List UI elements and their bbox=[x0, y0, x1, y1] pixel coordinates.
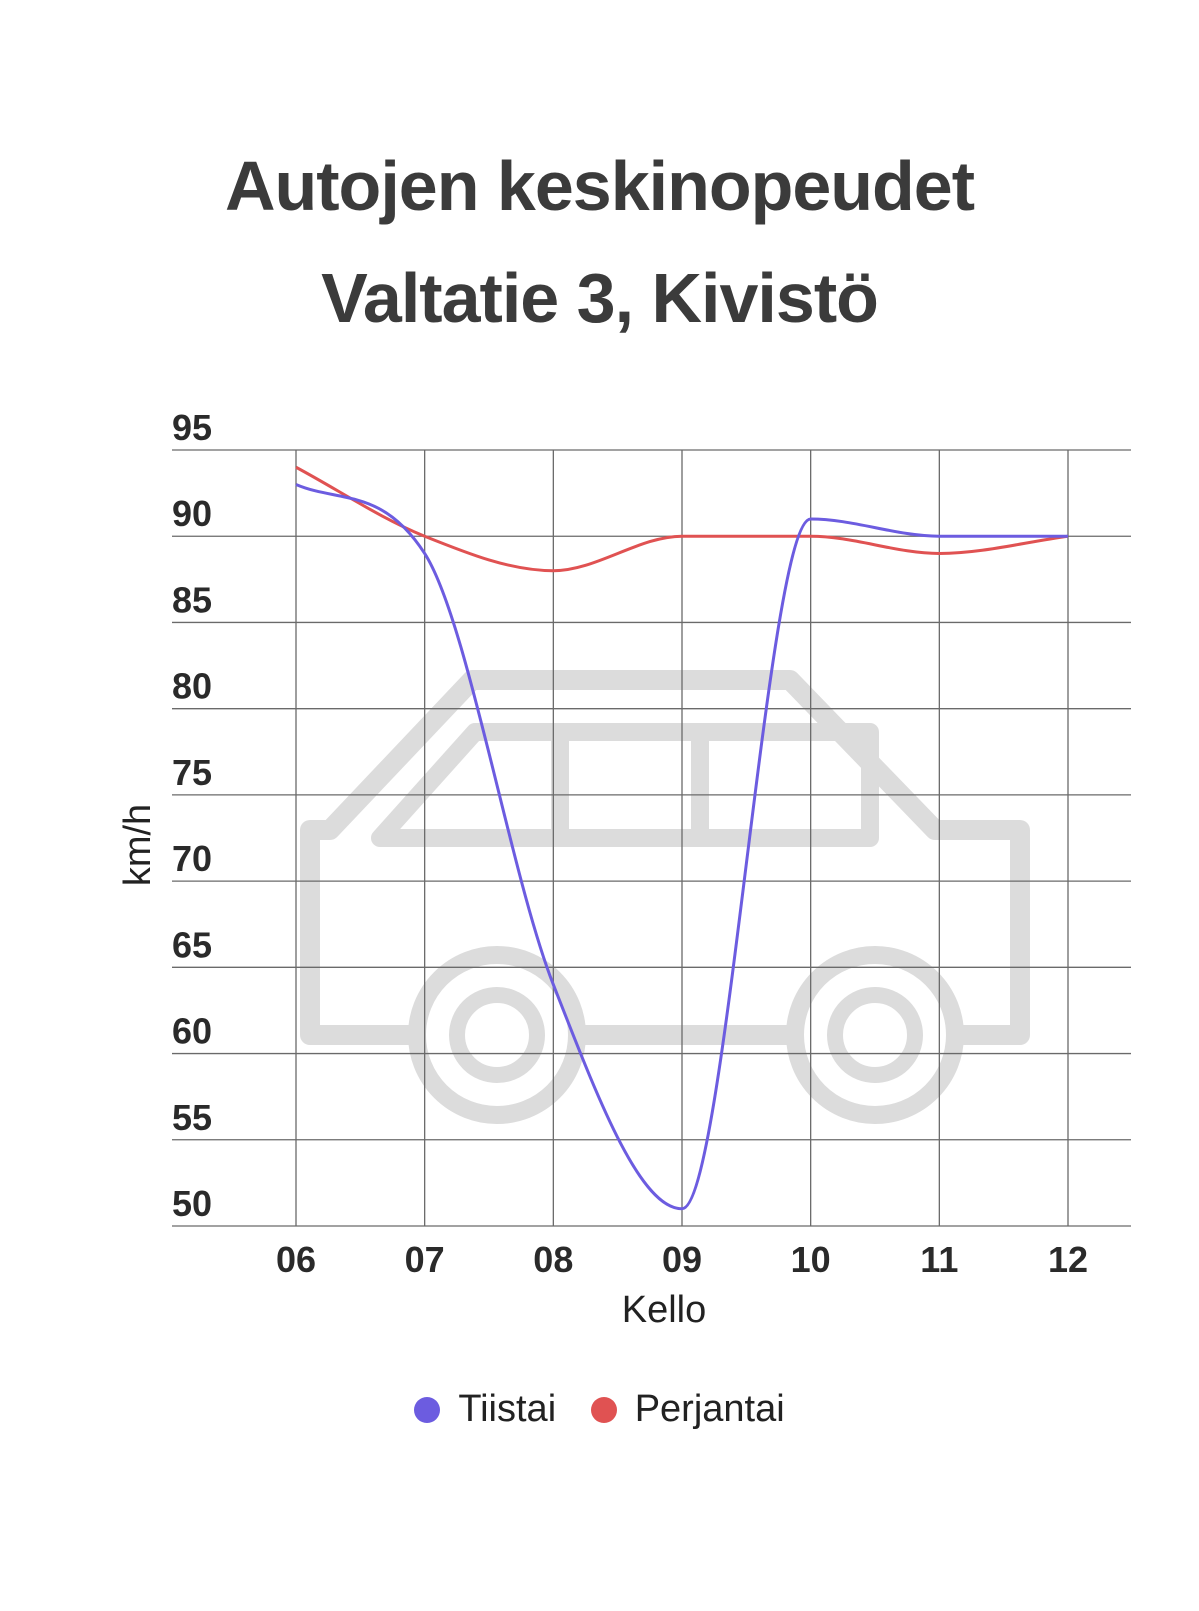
y-tick-label: 55 bbox=[172, 1097, 212, 1138]
legend-label-perjantai: Perjantai bbox=[634, 1388, 785, 1430]
series-lines bbox=[295, 465, 1069, 1211]
y-tick-label: 80 bbox=[172, 666, 212, 707]
x-tick-label: 10 bbox=[791, 1239, 831, 1280]
x-axis-label: Kello bbox=[622, 1289, 707, 1331]
y-axis-label: km/h bbox=[117, 804, 159, 886]
x-tick-label: 11 bbox=[920, 1239, 958, 1280]
x-tick-label: 06 bbox=[276, 1239, 316, 1280]
legend-item-tiistai: Tiistai bbox=[414, 1388, 556, 1431]
car-icon bbox=[300, 670, 1030, 1124]
legend-dot-perjantai bbox=[590, 1396, 617, 1423]
x-tick-label: 09 bbox=[662, 1239, 702, 1280]
series-line-perjantai bbox=[295, 465, 1069, 573]
chart-title: Autojen keskinopeudet Valtatie 3, Kivist… bbox=[0, 130, 1199, 354]
y-tick-label: 85 bbox=[172, 579, 212, 620]
x-tick-label: 12 bbox=[1048, 1239, 1088, 1280]
chart-title-line2: Valtatie 3, Kivistö bbox=[321, 259, 879, 337]
x-axis-ticks: 06 07 08 09 10 11 12 bbox=[276, 1239, 1088, 1280]
chart-title-line1: Autojen keskinopeudet bbox=[224, 147, 975, 225]
legend: Tiistai Perjantai bbox=[0, 1388, 1199, 1433]
y-tick-label: 75 bbox=[172, 752, 212, 793]
y-tick-label: 95 bbox=[172, 407, 212, 448]
series-line-tiistai bbox=[295, 483, 1068, 1211]
grid bbox=[172, 449, 1131, 1227]
legend-item-perjantai: Perjantai bbox=[590, 1388, 785, 1431]
legend-dot-tiistai bbox=[414, 1396, 441, 1423]
y-tick-label: 70 bbox=[172, 838, 212, 879]
x-tick-label: 07 bbox=[405, 1239, 445, 1280]
y-axis-ticks: 50 55 60 65 70 75 80 85 90 95 bbox=[172, 407, 212, 1224]
y-tick-label: 60 bbox=[172, 1011, 212, 1052]
y-tick-label: 50 bbox=[172, 1183, 212, 1224]
x-tick-label: 08 bbox=[533, 1239, 573, 1280]
y-tick-label: 65 bbox=[172, 924, 212, 965]
y-tick-label: 90 bbox=[172, 493, 212, 534]
legend-label-tiistai: Tiistai bbox=[458, 1388, 557, 1430]
